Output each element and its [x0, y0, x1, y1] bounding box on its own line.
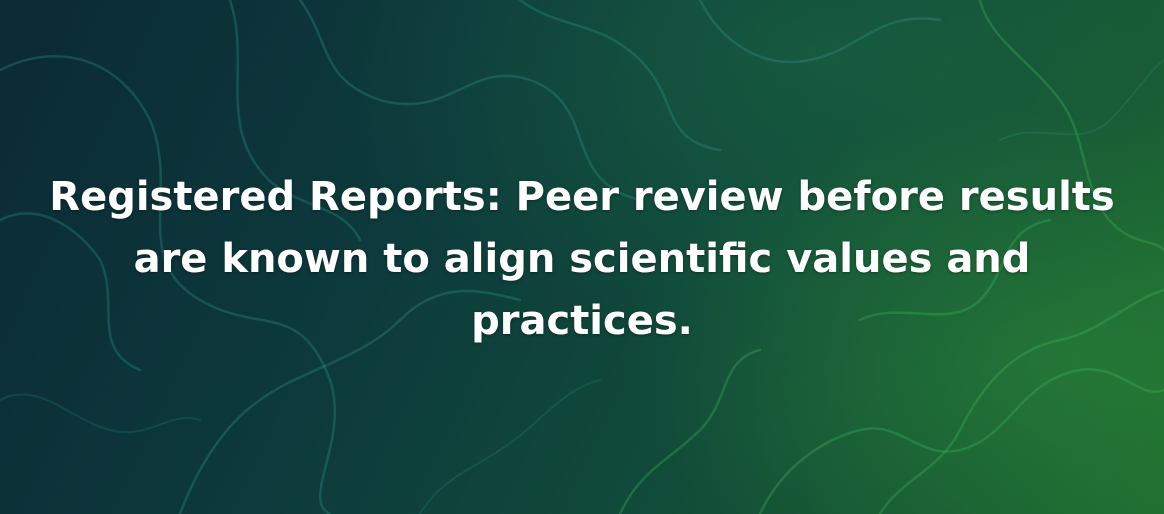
page-title: Registered Reports: Peer review before r…	[49, 174, 1115, 344]
